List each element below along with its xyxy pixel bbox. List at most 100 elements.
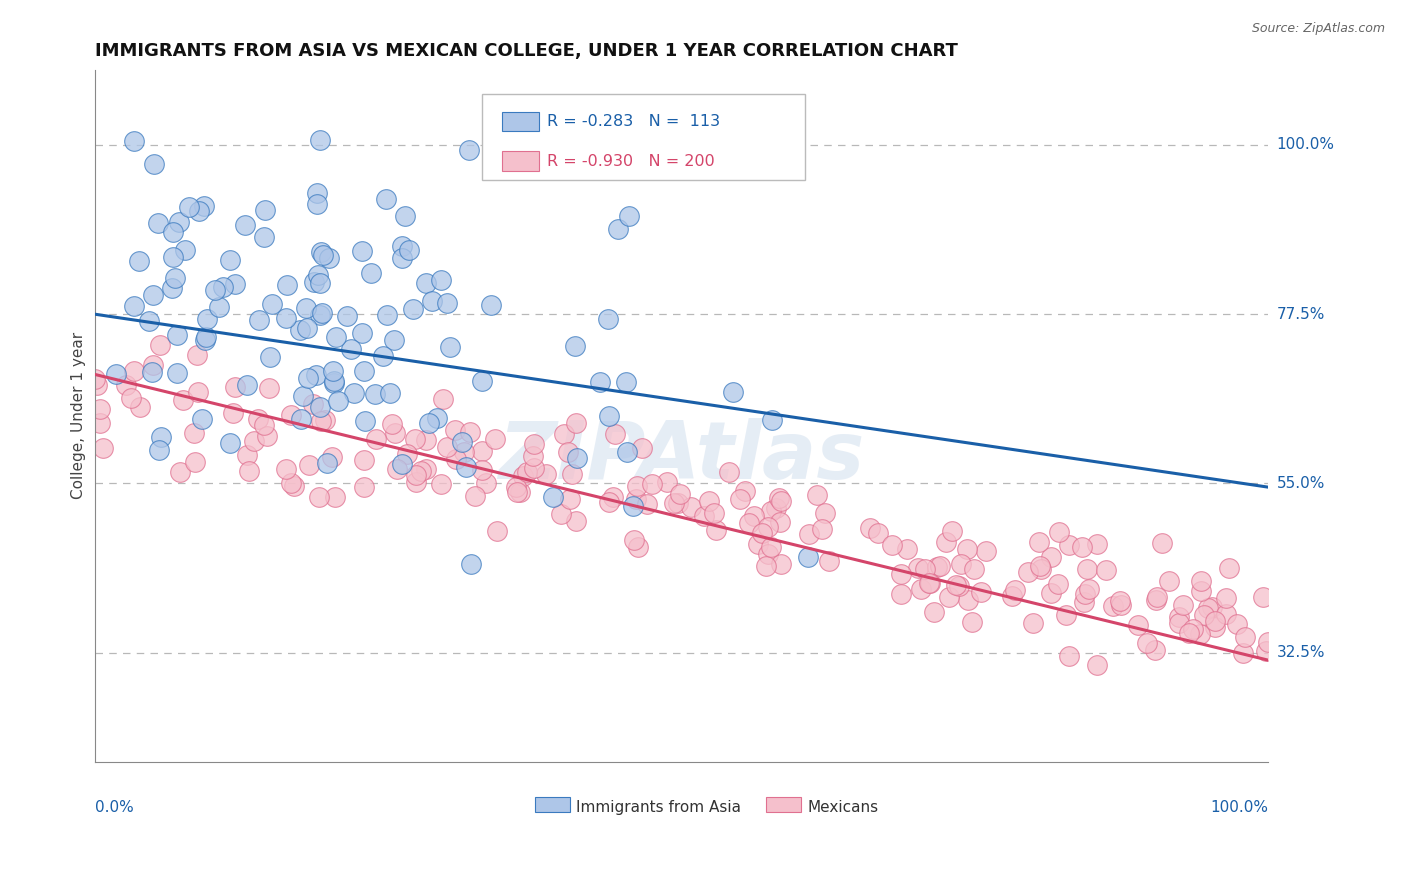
Point bbox=[208, 300, 231, 314]
Point bbox=[917, 576, 939, 591]
Point bbox=[120, 391, 142, 405]
Text: Source: ZipAtlas.com: Source: ZipAtlas.com bbox=[1251, 22, 1385, 36]
Point bbox=[253, 230, 276, 244]
Point bbox=[1017, 565, 1039, 579]
Point bbox=[432, 392, 454, 406]
Point bbox=[1178, 626, 1201, 640]
Point bbox=[142, 288, 165, 302]
Point bbox=[963, 562, 986, 576]
Point bbox=[560, 491, 582, 506]
Point bbox=[607, 222, 630, 236]
Point bbox=[322, 374, 344, 388]
Point bbox=[128, 254, 150, 268]
Point bbox=[378, 385, 401, 400]
Point bbox=[238, 464, 260, 478]
Point bbox=[84, 372, 107, 386]
Point bbox=[523, 461, 546, 475]
Point bbox=[910, 582, 932, 596]
Point bbox=[280, 476, 302, 491]
Point bbox=[311, 248, 333, 262]
Point bbox=[756, 547, 779, 561]
Point bbox=[394, 209, 416, 223]
Point bbox=[124, 299, 146, 313]
Point bbox=[422, 293, 444, 308]
Point bbox=[276, 277, 298, 292]
Point bbox=[1021, 616, 1043, 631]
Point bbox=[353, 452, 375, 467]
Point bbox=[920, 576, 942, 591]
Point bbox=[703, 506, 725, 520]
Point bbox=[1234, 630, 1257, 644]
Point bbox=[956, 542, 979, 557]
Point bbox=[1085, 537, 1108, 551]
Point bbox=[505, 480, 527, 494]
Point bbox=[405, 475, 427, 489]
Point bbox=[450, 434, 472, 449]
Point bbox=[1136, 636, 1159, 650]
Point bbox=[315, 457, 337, 471]
Point bbox=[768, 491, 790, 506]
Point bbox=[395, 447, 418, 461]
Point bbox=[218, 436, 240, 450]
Point bbox=[253, 202, 276, 217]
Point bbox=[662, 495, 685, 509]
Point bbox=[704, 523, 727, 537]
Point bbox=[305, 197, 328, 211]
Point bbox=[621, 499, 644, 513]
Point bbox=[1001, 589, 1024, 603]
Point bbox=[129, 400, 152, 414]
Text: R = -0.283   N =  113: R = -0.283 N = 113 bbox=[547, 113, 720, 128]
Point bbox=[308, 400, 330, 414]
Point bbox=[138, 313, 160, 327]
Point bbox=[1254, 644, 1277, 658]
Point bbox=[945, 578, 967, 592]
Point bbox=[415, 434, 437, 448]
Point bbox=[295, 321, 318, 335]
Point bbox=[224, 380, 246, 394]
Point bbox=[184, 455, 207, 469]
Point bbox=[453, 445, 475, 459]
Point bbox=[458, 425, 481, 440]
Point bbox=[280, 409, 302, 423]
Point bbox=[276, 311, 298, 326]
Point bbox=[340, 343, 363, 357]
Point bbox=[308, 490, 330, 504]
Y-axis label: College, Under 1 year: College, Under 1 year bbox=[72, 332, 86, 500]
Point bbox=[744, 508, 766, 523]
Point bbox=[308, 276, 330, 290]
Point bbox=[1201, 599, 1223, 614]
Point bbox=[471, 375, 494, 389]
Point bbox=[91, 441, 114, 455]
Point bbox=[1232, 646, 1254, 660]
Point bbox=[352, 244, 374, 258]
Point bbox=[1108, 594, 1130, 608]
Point bbox=[1218, 561, 1240, 575]
Point bbox=[928, 558, 950, 573]
Point bbox=[283, 479, 305, 493]
Point bbox=[160, 281, 183, 295]
Point bbox=[479, 298, 502, 312]
Point bbox=[122, 134, 145, 148]
Point bbox=[914, 562, 936, 576]
Point bbox=[564, 339, 586, 353]
Point bbox=[734, 483, 756, 498]
Point bbox=[322, 363, 344, 377]
Point bbox=[598, 409, 620, 423]
Point bbox=[204, 283, 226, 297]
Point bbox=[655, 475, 678, 489]
Point bbox=[598, 311, 620, 326]
Point bbox=[770, 557, 793, 571]
Point bbox=[186, 348, 208, 362]
Point bbox=[162, 250, 184, 264]
Point bbox=[360, 266, 382, 280]
Point bbox=[439, 340, 461, 354]
Point bbox=[430, 273, 453, 287]
Point bbox=[616, 444, 638, 458]
Point bbox=[1144, 592, 1167, 607]
Point bbox=[353, 414, 375, 428]
Point bbox=[301, 397, 323, 411]
Point bbox=[806, 488, 828, 502]
Point bbox=[430, 476, 453, 491]
Point bbox=[375, 308, 398, 322]
Text: 55.0%: 55.0% bbox=[1277, 476, 1324, 491]
